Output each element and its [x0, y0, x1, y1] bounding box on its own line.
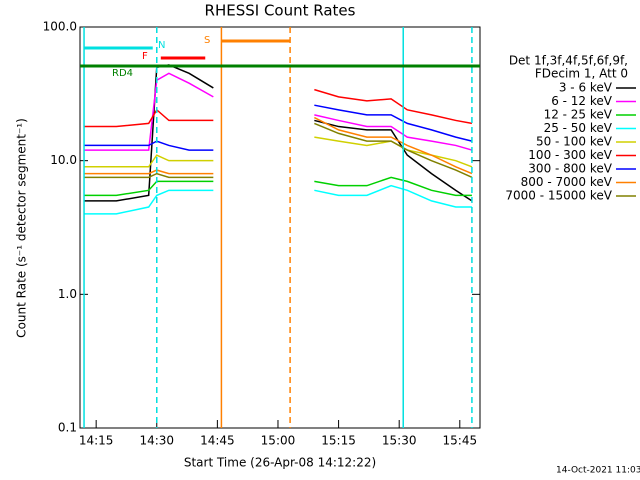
legend-label: 300 - 800 keV — [528, 162, 612, 176]
legend-label: 25 - 50 keV — [544, 121, 613, 135]
series-line — [84, 122, 473, 179]
series-line — [84, 136, 473, 168]
legend-header: FDecim 1, Att 0 — [535, 67, 628, 81]
plot-frame — [79, 26, 481, 429]
legend-label: 50 - 100 keV — [536, 135, 613, 149]
legend-label: 100 - 300 keV — [528, 148, 612, 162]
x-tick-label: 15:15 — [321, 434, 356, 448]
series-line — [84, 64, 473, 202]
x-tick-label: 15:45 — [443, 434, 478, 448]
footer: 14-Oct-2021 11:03 — [556, 466, 640, 476]
legend-label: 7000 - 15000 keV — [505, 189, 612, 203]
series-line — [84, 184, 472, 215]
x-tick-label: 15:30 — [382, 434, 417, 448]
series-line — [84, 88, 473, 128]
flag-label: S — [204, 35, 210, 46]
chart-title: RHESSI Count Rates — [205, 2, 356, 20]
y-tick-label: 10.0 — [50, 153, 77, 167]
y-tick-label: 100.0 — [43, 20, 77, 34]
y-tick-label: 0.1 — [58, 421, 77, 435]
x-tick-label: 14:30 — [139, 434, 174, 448]
x-tick-label: 14:45 — [200, 434, 235, 448]
x-axis-title: Start Time (26-Apr-08 14:12:22) — [184, 456, 376, 470]
flag-label: N — [158, 40, 165, 51]
x-tick-label: 15:00 — [261, 434, 296, 448]
x-tick-label: 14:15 — [79, 434, 114, 448]
y-axis-title: Count Rate (s⁻¹ detector segment⁻¹) — [15, 118, 29, 338]
legend-header: Det 1f,3f,4f,5f,6f,9f, — [509, 54, 628, 68]
flag-label: F — [142, 51, 148, 62]
flag-label: RD4 — [112, 68, 133, 79]
y-tick-label: 1.0 — [58, 287, 77, 301]
legend-label: 800 - 7000 keV — [521, 175, 613, 189]
legend-label: 3 - 6 keV — [559, 81, 613, 95]
legend-label: 12 - 25 keV — [544, 108, 613, 122]
legend-label: 6 - 12 keV — [551, 94, 613, 108]
